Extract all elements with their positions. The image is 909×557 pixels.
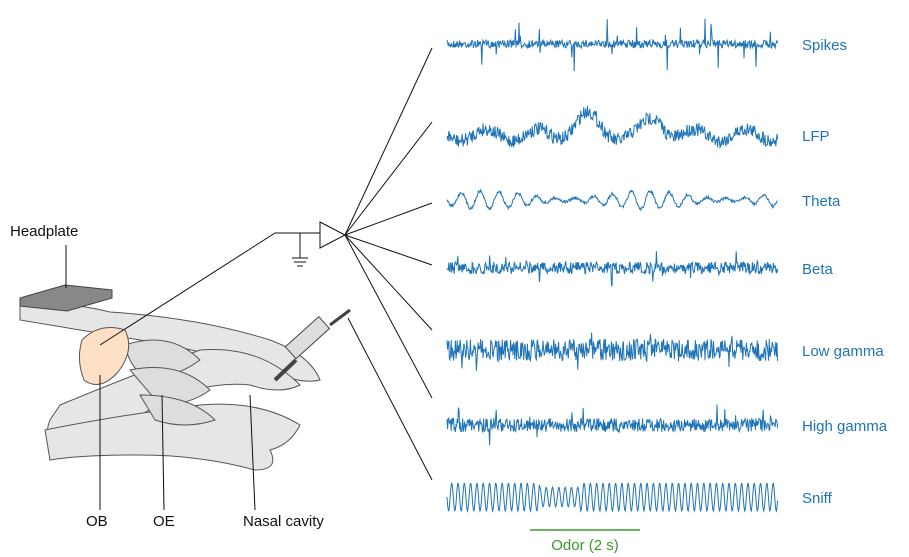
trace-label: LFP xyxy=(802,128,830,145)
fan-lines xyxy=(345,48,432,398)
nasal-cavity-label: Nasal cavity xyxy=(243,513,324,530)
trace-waveform xyxy=(447,19,778,71)
ob-label: OB xyxy=(86,513,108,530)
head-anatomy xyxy=(20,304,320,470)
trace-waveform xyxy=(447,483,778,511)
trace-waveform xyxy=(447,333,778,371)
fan-line xyxy=(345,122,432,235)
trace-label: Low gamma xyxy=(802,343,884,360)
headplate xyxy=(20,285,112,311)
trace-label: Spikes xyxy=(802,37,847,54)
trace-label: Sniff xyxy=(802,490,833,507)
olfactory-bulb xyxy=(79,328,128,385)
odor-label: Odor (2 s) xyxy=(551,537,619,554)
trace-label: High gamma xyxy=(802,418,888,435)
trace-waveform xyxy=(447,106,778,148)
trace-waveform xyxy=(447,190,778,210)
trace-label: Beta xyxy=(802,261,834,278)
trace-waveform xyxy=(447,404,778,445)
oe-label: OE xyxy=(153,513,175,530)
headplate-label: Headplate xyxy=(10,223,78,240)
fan-line xyxy=(345,48,432,235)
trace-waveform xyxy=(447,251,778,286)
traces: Spikes LFP Theta Beta Low gamma High gamma Sni… xyxy=(447,19,888,511)
diagram: Headplate OB OE Nasal cavity Spikes LFP Th… xyxy=(0,0,909,557)
fan-line xyxy=(345,235,432,398)
trace-label: Theta xyxy=(802,193,841,210)
